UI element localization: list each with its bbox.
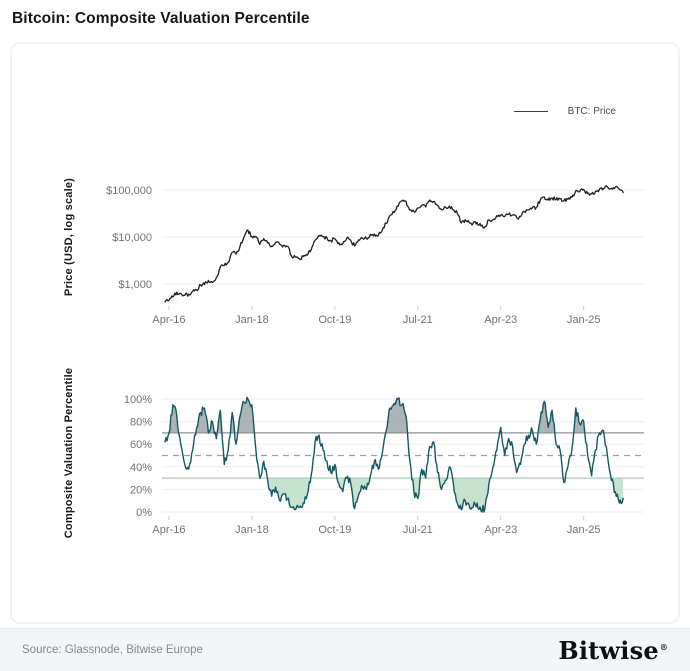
x-tick-label: Jul-21	[403, 314, 433, 326]
x-tick-label: Jan-25	[567, 524, 601, 536]
valuation-percentile-chart: 100% 80% 60% 40% 20% 0%Apr-16 Jan-18 Oct-19 Jul-…	[124, 394, 644, 536]
y-tick-label: 40%	[130, 462, 152, 474]
x-tick-label: Jan-25	[567, 314, 601, 326]
x-tick-label: Oct-19	[318, 314, 351, 326]
y-tick-label: 60%	[130, 439, 152, 451]
x-tick-label: Apr-16	[152, 524, 185, 536]
y-tick-label: $10,000	[112, 232, 152, 244]
legend-line-swatch	[513, 111, 548, 112]
x-tick-label: Oct-19	[318, 524, 351, 536]
page-title: Bitcoin: Composite Valuation Percentile	[12, 10, 310, 27]
x-tick-label: Apr-23	[484, 314, 517, 326]
y-tick-label: 100%	[124, 394, 152, 406]
chart-card: BTC: Price Price (USD, log scale) Compos…	[10, 42, 680, 624]
bitwise-logo: Bitwise®	[558, 636, 668, 665]
y-tick-label: $100,000	[106, 185, 152, 197]
x-tick-label: Jan-18	[235, 314, 269, 326]
registered-mark: ®	[659, 641, 668, 652]
y-tick-label: 80%	[130, 417, 152, 429]
x-tick-label: Jul-21	[403, 524, 433, 536]
y-tick-label: 0%	[136, 507, 152, 519]
legend-label: BTC: Price	[567, 106, 616, 117]
footer: Source: Glassnode, Bitwise Europe Bitwis…	[0, 628, 690, 671]
bitwise-wordmark: Bitwise	[558, 635, 659, 665]
y-tick-label: $1,000	[118, 279, 152, 291]
btc-price-line	[164, 185, 624, 303]
x-tick-label: Jan-18	[235, 524, 269, 536]
legend: BTC: Price	[513, 106, 616, 117]
y-tick-label: 20%	[130, 484, 152, 496]
percentile-line	[164, 396, 624, 513]
source-text: Source: Glassnode, Bitwise Europe	[22, 644, 203, 656]
above-70-fill	[165, 397, 624, 433]
below-30-fill	[165, 478, 624, 512]
x-tick-label: Apr-23	[484, 524, 517, 536]
price-chart: $100,000 $10,000 $1,000 Apr-16 Jan-18 Oct-19 J…	[106, 185, 644, 326]
x-tick-label: Apr-16	[152, 314, 185, 326]
